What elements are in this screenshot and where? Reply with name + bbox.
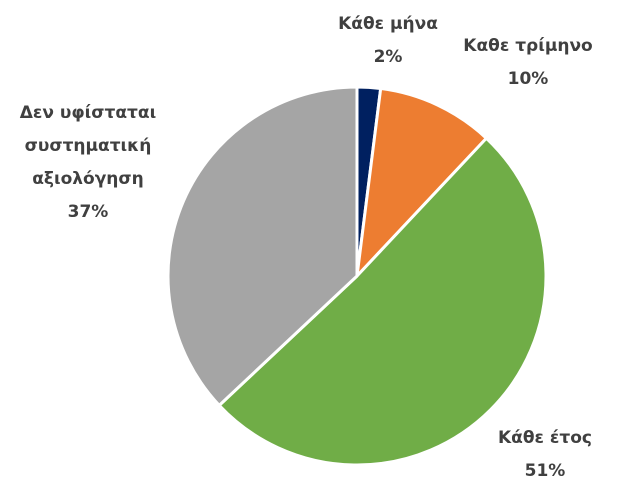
slice-label: Καθε τρίμηνο 10% — [443, 30, 613, 96]
category-label: Καθε τρίμηνο — [463, 36, 593, 56]
category-label: Δεν υφίσταται συστηματική αξιολόγηση — [19, 103, 157, 189]
pie-slice — [355, 86, 488, 278]
pie-slice — [217, 136, 548, 467]
value-label: 10% — [507, 69, 549, 89]
value-label: 51% — [524, 461, 566, 480]
category-label: Κάθε έτος — [498, 428, 592, 448]
category-label: Κάθε μήνα — [338, 14, 438, 34]
pie-slice — [166, 85, 359, 407]
value-label: 2% — [373, 47, 403, 67]
slice-label: Κάθε έτος 51% — [470, 422, 617, 480]
slice-label: Δεν υφίσταται συστηματική αξιολόγηση 37% — [1, 97, 176, 229]
value-label: 37% — [67, 202, 109, 222]
slice-label: Κάθε μήνα 2% — [313, 8, 463, 74]
